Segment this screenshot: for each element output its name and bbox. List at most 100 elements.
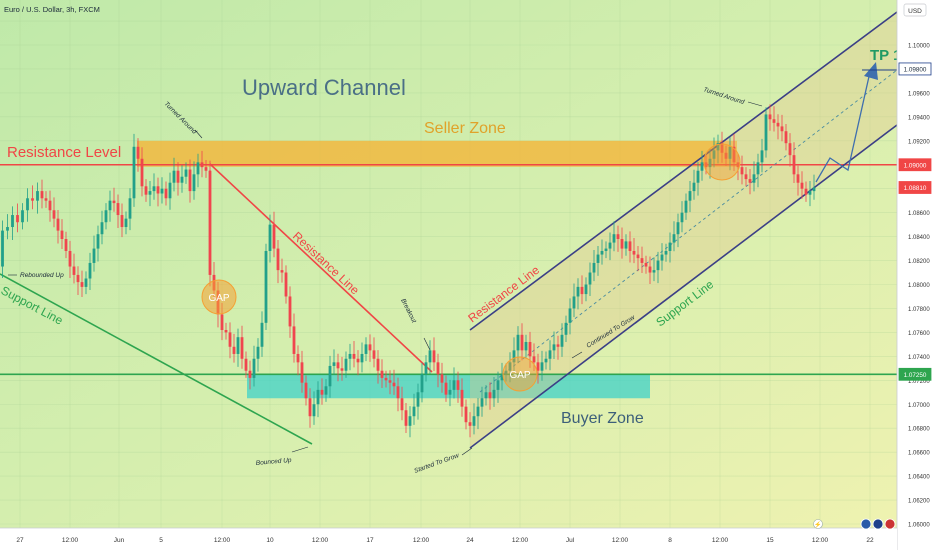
candle-body [540,362,544,371]
candle-body [384,377,388,381]
candle-body [412,406,416,417]
candle-body [328,365,332,387]
candle-body [400,398,404,411]
candle-body [564,322,568,335]
candle-body [192,174,196,192]
candle-body [492,389,496,399]
candle-body [656,260,660,271]
y-tick-label: 1.06800 [908,427,930,433]
buyer-zone [247,374,650,399]
candle-body [516,334,520,351]
event-flag-icon [860,518,872,530]
candle-body [768,114,772,120]
candle-body [60,230,64,239]
price-badge [898,62,932,76]
candle-body [372,350,376,359]
candle-body [228,332,232,347]
candle-body [708,158,712,168]
candle-body [248,370,252,378]
candle-body [44,198,48,201]
price-badge [898,367,932,381]
candle-body [31,198,34,201]
candle-body [692,182,696,192]
y-tick-label: 1.10000 [908,44,930,50]
candle-body [112,200,116,204]
candle-body [388,380,392,383]
candle-body [684,200,688,213]
candle-body [712,150,716,159]
candle-body [792,155,796,175]
candle-body [220,314,224,331]
gap-circle-3 [703,143,741,181]
y-tick-label: 1.09600 [908,91,930,97]
candle-body [780,126,784,132]
y-tick-label: 1.08400 [908,235,930,241]
candle-body [36,191,39,201]
candle-body [1,230,4,267]
candle-body [156,186,160,194]
candle-body [236,337,240,354]
candle-body [68,250,72,267]
candle-body [472,416,476,426]
candle-body [752,174,756,183]
channel-mid-line [479,69,898,393]
candle-body [512,350,516,363]
candle-body [104,210,108,223]
candle-body [260,322,264,347]
candle-body [148,191,152,195]
candle-body [80,282,84,287]
candle-body [284,272,288,297]
candle-body [396,386,400,399]
y-tick-label: 1.07200 [908,379,930,385]
price-badge-label: 1.07250 [904,372,927,379]
candle-body [188,169,192,192]
candle-body [484,392,488,399]
candle-body [744,174,748,180]
y-tick-label: 1.08000 [908,283,930,289]
candle-body [40,191,44,199]
candle-body [176,170,180,183]
x-tick-label: 12:00 [812,537,829,544]
candle-body [424,362,428,375]
projection-path [815,71,871,183]
candle-body [344,358,348,371]
x-tick-label: 12:00 [512,537,529,544]
candle-body [644,262,648,267]
support-line-down [0,273,313,445]
candle-body [688,191,692,201]
x-tick-label: 12:00 [214,537,231,544]
gap-label-1: GAP [208,293,229,304]
candle-body [584,284,588,295]
candle-body [580,286,584,295]
candle-body [788,143,792,156]
candle-body [128,198,132,219]
gap-circle-1 [201,279,237,315]
candle-body [368,344,372,351]
candle-body [360,353,364,363]
price-badge-label: 1.08810 [904,185,927,192]
candle-body [268,224,272,251]
candle-body [244,358,248,371]
candle-body [480,398,484,407]
candle-body [680,212,684,223]
candle-body [136,146,140,159]
candle-body [672,234,676,243]
candle-body [348,353,352,359]
candle-body [716,143,720,151]
y-tick-label: 1.09200 [908,139,930,145]
candle-body [352,353,356,359]
candle-body [676,222,680,235]
lightning-icon [813,519,823,529]
candle-body [364,344,368,354]
y-tick-label: 1.08600 [908,211,930,217]
candle-body [720,143,724,153]
candle-body [376,358,380,371]
channel-upper-line [469,11,898,331]
candle-body [308,398,312,417]
candle-body [756,162,760,175]
x-tick-label: 12:00 [62,537,79,544]
candle-body [132,146,136,199]
candle-body [496,380,500,390]
candle-body [592,262,596,273]
